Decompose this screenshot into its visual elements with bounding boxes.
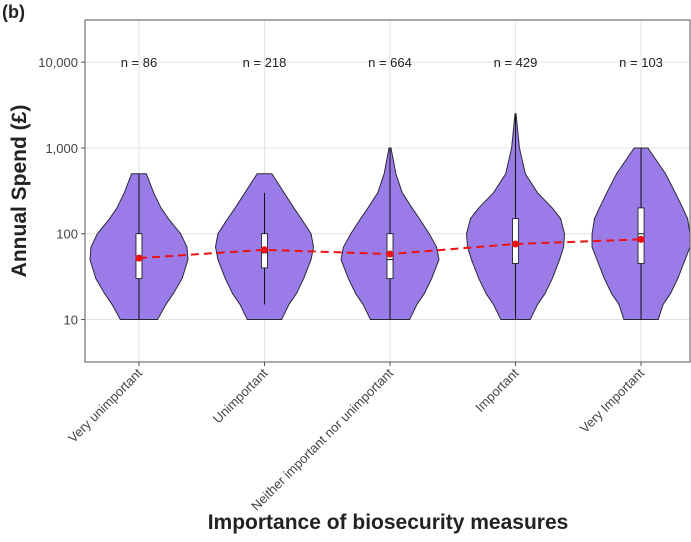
x-tick-label: Very Important xyxy=(577,365,648,436)
plot-area xyxy=(89,113,691,321)
y-tick-label: 1,000 xyxy=(45,141,78,156)
mean-point xyxy=(512,240,520,248)
n-label: n = 86 xyxy=(121,55,158,70)
box xyxy=(637,207,645,264)
y-tick-label: 100 xyxy=(56,227,78,242)
n-label: n = 218 xyxy=(243,55,287,70)
y-axis-title: Annual Spend (£) xyxy=(8,105,31,278)
y-tick-label: 10,000 xyxy=(38,55,78,70)
mean-point xyxy=(135,254,143,262)
x-tick-label: Unimportant xyxy=(210,365,271,426)
x-tick-label: Neither important nor unimportant xyxy=(248,365,396,513)
x-tick-label: Important xyxy=(472,365,522,415)
panel-border xyxy=(84,19,691,363)
panel-label: (b) xyxy=(2,2,25,22)
n-label: n = 103 xyxy=(619,55,663,70)
mean-point xyxy=(386,250,394,258)
x-tick-label: Very unimportant xyxy=(65,365,145,445)
n-label: n = 664 xyxy=(368,55,412,70)
mean-point xyxy=(637,235,645,243)
n-label: n = 429 xyxy=(494,55,538,70)
y-tick-label: 10 xyxy=(64,313,78,328)
x-axis-title: Importance of biosecurity measures xyxy=(208,511,569,534)
mean-point xyxy=(260,246,268,254)
